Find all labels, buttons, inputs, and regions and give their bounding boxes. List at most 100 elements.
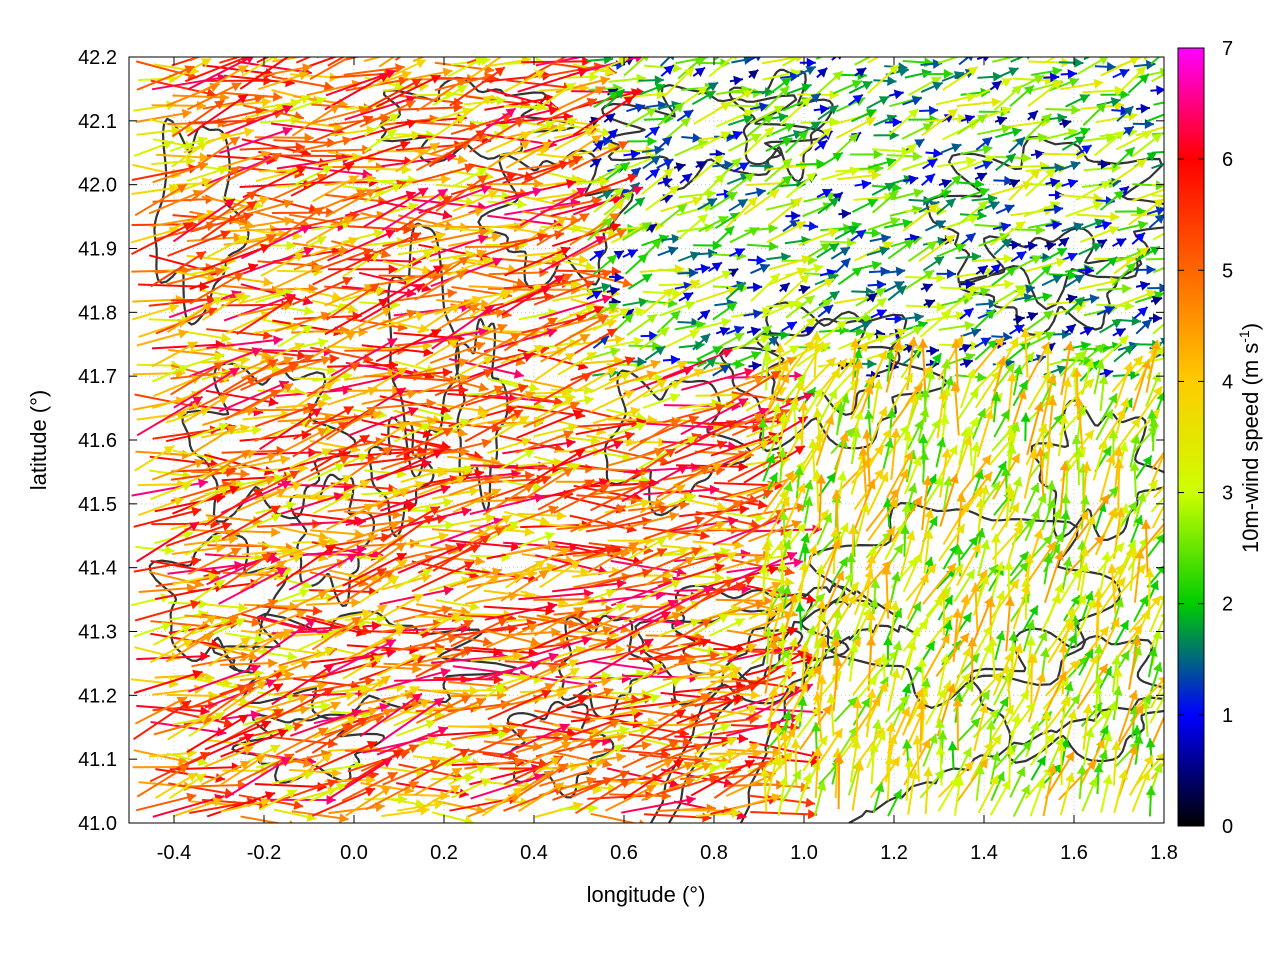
wind-vector-head (348, 34, 358, 43)
wind-vector-head (1022, 153, 1031, 163)
wind-vector-head (313, 606, 322, 616)
wind-vector-head (934, 257, 944, 266)
wind-vector-head (571, 48, 581, 57)
wind-vector-head (891, 572, 901, 582)
wind-vector-head (930, 346, 939, 356)
wind-vector-head (514, 369, 524, 379)
wind-vector-head (933, 148, 942, 158)
wind-vector-head (830, 117, 839, 127)
wind-vector (624, 467, 701, 472)
wind-vector-head (280, 455, 290, 465)
wind-vector-head (447, 289, 457, 299)
wind-vector-head (1068, 69, 1077, 79)
wind-vector (311, 150, 371, 152)
wind-vector-head (872, 228, 881, 238)
wind-vector-head (475, 556, 485, 566)
wind-vectors (131, 23, 1195, 830)
wind-vector (279, 156, 345, 157)
wind-vector-head (683, 110, 693, 119)
wind-vector-head (809, 221, 818, 231)
wind-vector-head (415, 36, 425, 45)
wind-vector-head (876, 298, 886, 308)
wind-vector-head (729, 43, 739, 52)
wind-vector-head (584, 395, 594, 405)
wind-vector-head (739, 462, 748, 472)
wind-vector-head (867, 359, 876, 369)
wind-vector-head (1054, 204, 1064, 214)
wind-vector-head (240, 469, 249, 479)
wind-vector-head (1120, 398, 1130, 408)
wind-vector-head (962, 613, 971, 623)
wind-vector-head (829, 291, 839, 300)
wind-vector-head (754, 555, 764, 565)
wind-vector-head (1163, 109, 1173, 118)
wind-vector-head (1141, 104, 1150, 114)
wind-vector-head (850, 167, 860, 177)
wind-vector-head (1068, 179, 1078, 189)
wind-vector (310, 49, 363, 79)
wind-vector (222, 93, 283, 98)
wind-vector-head (318, 338, 328, 348)
wind-vector-head (1145, 568, 1155, 577)
wind-vector-head (1122, 284, 1131, 294)
wind-vector-head (461, 507, 471, 517)
wind-vector-head (975, 179, 984, 189)
wind-vector-head (1061, 119, 1071, 129)
wind-vector (306, 554, 383, 555)
wind-vector-head (622, 278, 632, 288)
wind-vector-head (1146, 265, 1155, 275)
wind-vector-head (1152, 134, 1162, 144)
wind-vector-head (200, 651, 209, 661)
wind-vector-head (244, 127, 254, 137)
wind-vector-head (191, 507, 201, 517)
wind-vector-head (659, 328, 669, 337)
wind-vector-head (534, 179, 543, 189)
wind-vector-head (1038, 423, 1048, 432)
wind-vector (398, 107, 463, 110)
wind-vector-head (695, 68, 705, 77)
wind-vector (1151, 610, 1169, 648)
wind-vector-head (798, 401, 808, 410)
wind-vector-head (1012, 240, 1021, 250)
wind-vector-head (647, 314, 657, 323)
wind-vector-head (887, 76, 896, 86)
wind-vector-head (600, 76, 610, 86)
wind-vector-head (1168, 121, 1178, 131)
wind-vector-head (756, 255, 765, 265)
wind-vector-head (366, 41, 376, 51)
wind-vector-head (937, 302, 946, 312)
wind-vector-head (1110, 212, 1119, 222)
wind-vector-head (908, 175, 918, 185)
wind-vector-head (806, 47, 816, 56)
wind-vector (413, 39, 463, 61)
wind-vector-head (875, 49, 885, 58)
wind-vector-head (1164, 159, 1174, 169)
wind-vector-head (913, 188, 923, 198)
wind-vector-head (502, 49, 512, 58)
wind-vector-head (872, 261, 882, 271)
wind-vector-head (274, 41, 284, 51)
wind-vector-head (252, 425, 262, 435)
wind-vector-head (376, 162, 385, 172)
wind-vector-head (1094, 588, 1104, 597)
wind-vector-head (813, 264, 823, 274)
wind-vector-head (873, 380, 883, 390)
wind-vector-head (372, 621, 381, 631)
wind-vector-head (1063, 557, 1073, 567)
wind-vector (554, 485, 610, 513)
wind-vector-head (438, 23, 448, 32)
wind-vector-head (739, 505, 749, 515)
wind-vector-head (649, 127, 659, 136)
wind-vector-head (924, 57, 933, 67)
wind-vector-head (1090, 294, 1100, 304)
wind-vector-head (1028, 241, 1038, 251)
wind-vector-head (894, 42, 904, 51)
wind-vector-head (1006, 267, 1016, 276)
wind-vector-head (206, 615, 216, 624)
wind-vector-head (517, 39, 527, 48)
wind-vector-head (240, 638, 250, 647)
wind-vector-head (591, 158, 601, 167)
wind-vector-head (891, 428, 901, 438)
wind-vector-head (960, 594, 970, 604)
wind-vector-head (287, 651, 297, 661)
